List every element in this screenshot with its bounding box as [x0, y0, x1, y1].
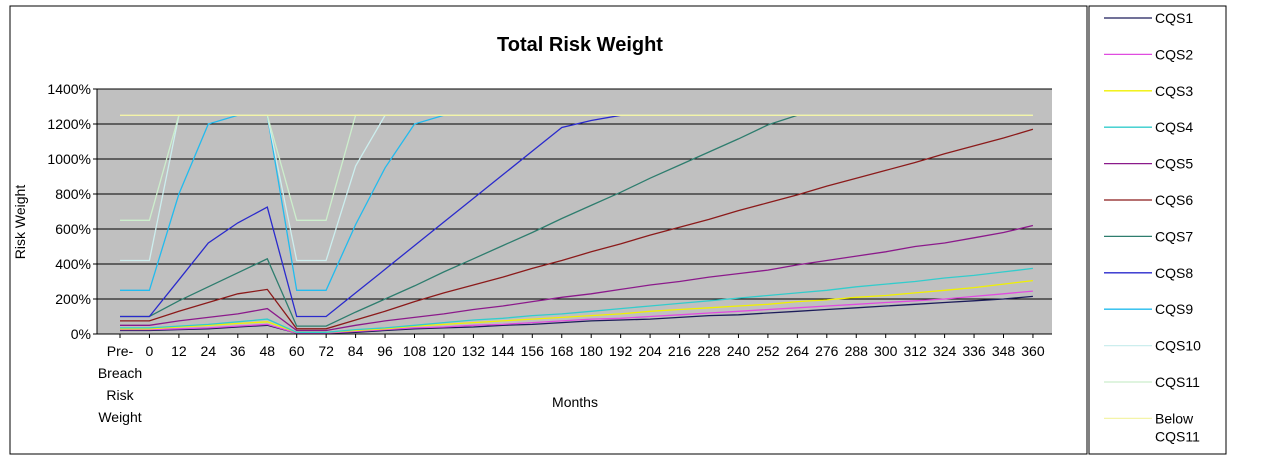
- legend-label: CQS1: [1155, 10, 1193, 26]
- x-tick-label: 252: [756, 343, 780, 359]
- x-tick-label: 216: [668, 343, 692, 359]
- y-tick-label: 1000%: [47, 151, 91, 167]
- legend-label: CQS9: [1155, 301, 1193, 317]
- x-tick-label: 348: [992, 343, 1016, 359]
- y-tick-label: 200%: [55, 291, 91, 307]
- x-tick-label: 264: [786, 343, 810, 359]
- x-tick-label: 144: [491, 343, 515, 359]
- x-tick-label: 48: [259, 343, 275, 359]
- series-line-cqs2: [120, 290, 1033, 334]
- x-tick-label: 240: [727, 343, 751, 359]
- x-tick-label: 312: [903, 343, 927, 359]
- legend-label: CQS11: [1155, 374, 1200, 390]
- chart-title: Total Risk Weight: [497, 34, 663, 56]
- series-line-cqs5: [120, 224, 1034, 332]
- x-tick-label: 0: [146, 343, 154, 359]
- x-tick-label: 60: [289, 343, 305, 359]
- legend-label: CQS4: [1155, 119, 1193, 135]
- legend-box: [1088, 5, 1227, 455]
- x-tick-label: 288: [845, 343, 869, 359]
- series-line-cqs1: [120, 295, 1033, 334]
- x-tick-label: 12: [171, 343, 187, 359]
- x-tick-label: 300: [874, 343, 898, 359]
- x-tick-label: 336: [962, 343, 986, 359]
- x-tick-label: 276: [815, 343, 839, 359]
- x-tick-label: 168: [550, 343, 574, 359]
- x-tick-label: 204: [638, 343, 662, 359]
- legend: CQS1 CQS2 CQS3 CQS4 CQS5 CQS6 CQS7 CQS8 CQS9 CQS1…: [1104, 10, 1201, 444]
- y-tick-label: 1400%: [47, 81, 91, 97]
- x-tick-label: Pre-Breach Risk Weight: [98, 343, 142, 425]
- x-tick-label: 84: [348, 343, 364, 359]
- series-lines: [120, 114, 1034, 334]
- y-tick-label: 1200%: [47, 116, 91, 132]
- x-tick-label: 96: [377, 343, 393, 359]
- legend-label: CQS6: [1155, 192, 1193, 208]
- y-tick-label: 0%: [71, 326, 91, 342]
- x-tick-label: 36: [230, 343, 246, 359]
- legend-label: CQS8: [1155, 265, 1193, 281]
- legend-label: CQS5: [1155, 156, 1193, 172]
- y-axis-title: Risk Weight: [12, 185, 28, 260]
- series-line-cqs4: [120, 267, 1033, 333]
- x-tick-label: 120: [432, 343, 456, 359]
- y-tick-labels: 0% 200% 400% 600% 800% 1000% 1200% 1400%: [47, 81, 97, 342]
- x-tick-label: 24: [201, 343, 217, 359]
- series-line-cqs3: [120, 279, 1033, 333]
- y-tick-label: 800%: [55, 186, 91, 202]
- x-tick-label: 132: [462, 343, 486, 359]
- x-tick-label: 180: [580, 343, 604, 359]
- legend-label: CQS3: [1155, 83, 1193, 99]
- x-tick-label: 360: [1021, 343, 1045, 359]
- x-tick-label: 324: [933, 343, 957, 359]
- x-tick-label: 156: [521, 343, 545, 359]
- x-tick-label: 72: [318, 343, 334, 359]
- x-tick-label: 108: [403, 343, 427, 359]
- y-tick-label: 600%: [55, 221, 91, 237]
- y-tick-label: 400%: [55, 256, 91, 272]
- legend-label: CQS10: [1155, 338, 1201, 354]
- legend-label: Below CQS11: [1155, 410, 1200, 444]
- x-axis-title: Months: [552, 394, 598, 410]
- x-tick-label: 192: [609, 343, 633, 359]
- legend-label: CQS2: [1155, 46, 1193, 62]
- x-tick-label: 228: [697, 343, 721, 359]
- plot-area: [97, 89, 1052, 334]
- legend-label: CQS7: [1155, 228, 1193, 244]
- series-line-cqs6: [120, 128, 1034, 330]
